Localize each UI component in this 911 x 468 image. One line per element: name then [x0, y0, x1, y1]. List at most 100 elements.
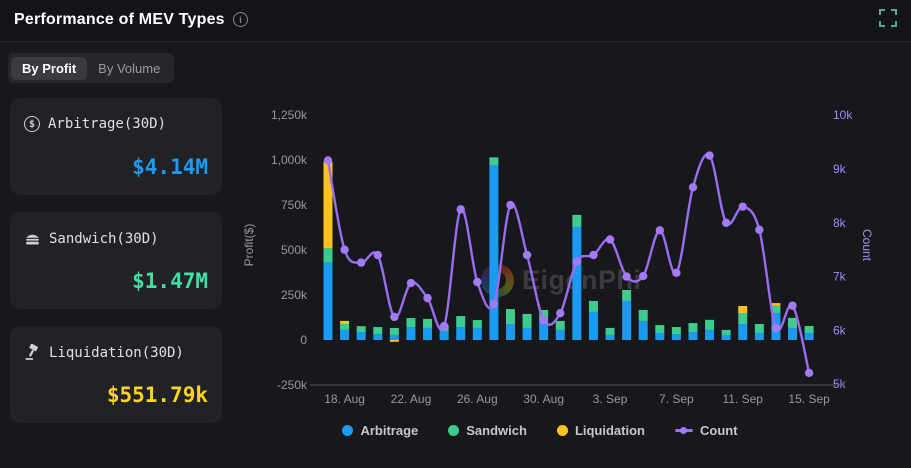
count-point[interactable]: [605, 235, 615, 244]
fullscreen-icon[interactable]: [879, 9, 897, 27]
bar-segment-sandwich[interactable]: [340, 323, 350, 330]
bar-segment-arbitrage[interactable]: [605, 334, 615, 340]
bar-segment-arbitrage[interactable]: [439, 331, 449, 340]
bar-segment-sandwich[interactable]: [771, 305, 781, 313]
count-point[interactable]: [489, 299, 499, 309]
count-point[interactable]: [456, 205, 465, 214]
arbitrage-card[interactable]: $ Arbitrage(30D) $4.14M: [10, 98, 222, 195]
bar-segment-arbitrage[interactable]: [638, 320, 648, 340]
bar-segment-sandwich[interactable]: [572, 214, 582, 227]
bar-segment-sandwich[interactable]: [688, 323, 698, 333]
count-point[interactable]: [771, 324, 781, 333]
count-point[interactable]: [572, 257, 582, 266]
bar-segment-arbitrage[interactable]: [655, 332, 665, 340]
bar-segment-sandwich[interactable]: [638, 309, 648, 321]
liquidation-card[interactable]: Liquidation(30D) $551.79k: [10, 326, 222, 423]
bar-segment-sandwich[interactable]: [489, 157, 499, 166]
bar-segment-sandwich[interactable]: [788, 317, 798, 328]
bar-segment-arbitrage[interactable]: [738, 323, 748, 340]
bar-segment-sandwich[interactable]: [804, 325, 814, 333]
bar-segment-arbitrage[interactable]: [423, 327, 433, 340]
bar-segment-liquidation[interactable]: [340, 320, 350, 324]
bar-segment-sandwich[interactable]: [721, 329, 731, 335]
bar-segment-arbitrage[interactable]: [373, 334, 383, 340]
bar-segment-liquidation[interactable]: [389, 340, 399, 342]
count-point[interactable]: [788, 301, 797, 310]
count-point[interactable]: [705, 151, 714, 160]
bar-segment-sandwich[interactable]: [622, 289, 632, 301]
bar-segment-liquidation[interactable]: [323, 161, 333, 249]
bar-segment-sandwich[interactable]: [406, 318, 416, 328]
legend-item-count[interactable]: Count: [674, 423, 738, 438]
count-point[interactable]: [340, 245, 349, 254]
bar-segment-arbitrage[interactable]: [522, 327, 532, 340]
bar-segment-arbitrage[interactable]: [721, 334, 731, 340]
bar-segment-sandwich[interactable]: [605, 327, 615, 335]
bar-segment-sandwich[interactable]: [539, 309, 549, 321]
bar-segment-sandwich[interactable]: [323, 248, 333, 263]
legend-item-sandwich[interactable]: Sandwich: [448, 423, 527, 438]
bar-segment-arbitrage[interactable]: [572, 226, 582, 340]
bar-segment-sandwich[interactable]: [555, 320, 565, 330]
count-point[interactable]: [423, 293, 432, 303]
bar-segment-arbitrage[interactable]: [754, 332, 764, 340]
count-point[interactable]: [473, 277, 482, 287]
count-point[interactable]: [390, 312, 399, 322]
sandwich-card[interactable]: Sandwich(30D) $1.47M: [10, 212, 222, 309]
count-point[interactable]: [688, 183, 698, 192]
bar-segment-liquidation[interactable]: [771, 303, 781, 306]
count-point[interactable]: [755, 225, 764, 234]
count-point[interactable]: [738, 202, 747, 211]
bar-segment-arbitrage[interactable]: [671, 334, 681, 340]
legend-item-arbitrage[interactable]: Arbitrage: [342, 423, 418, 438]
bar-segment-arbitrage[interactable]: [406, 327, 416, 340]
count-point[interactable]: [804, 368, 814, 378]
bar-segment-arbitrage[interactable]: [323, 262, 333, 340]
bar-segment-sandwich[interactable]: [671, 327, 681, 335]
bar-segment-arbitrage[interactable]: [688, 332, 698, 340]
count-point[interactable]: [589, 250, 598, 260]
count-point[interactable]: [506, 200, 515, 210]
count-point[interactable]: [356, 258, 366, 267]
bar-segment-arbitrage[interactable]: [356, 332, 366, 340]
bar-segment-arbitrage[interactable]: [788, 327, 798, 340]
count-point[interactable]: [323, 156, 333, 165]
bar-segment-arbitrage[interactable]: [456, 327, 466, 340]
bar-segment-sandwich[interactable]: [754, 323, 764, 333]
count-point[interactable]: [406, 278, 416, 288]
bar-segment-sandwich[interactable]: [738, 313, 748, 324]
bar-segment-sandwich[interactable]: [655, 325, 665, 333]
bar-segment-sandwich[interactable]: [472, 320, 482, 328]
bar-segment-sandwich[interactable]: [588, 300, 598, 312]
bar-segment-arbitrage[interactable]: [622, 300, 632, 340]
bar-segment-arbitrage[interactable]: [505, 323, 515, 340]
count-point[interactable]: [672, 268, 681, 278]
bar-segment-sandwich[interactable]: [505, 309, 515, 324]
info-icon[interactable]: i: [233, 12, 248, 27]
bar-segment-arbitrage[interactable]: [340, 329, 350, 340]
count-point[interactable]: [721, 218, 731, 227]
count-point[interactable]: [439, 321, 449, 331]
bar-segment-sandwich[interactable]: [522, 313, 532, 328]
count-point[interactable]: [539, 315, 548, 325]
bar-segment-arbitrage[interactable]: [804, 332, 814, 340]
bar-segment-sandwich[interactable]: [705, 319, 715, 330]
bar-segment-sandwich[interactable]: [423, 318, 433, 328]
count-point[interactable]: [639, 271, 648, 281]
bar-segment-arbitrage[interactable]: [705, 329, 715, 340]
legend-item-liquidation[interactable]: Liquidation: [556, 423, 645, 438]
bar-segment-arbitrage[interactable]: [539, 320, 549, 340]
tab-by-profit[interactable]: By Profit: [11, 56, 88, 80]
tab-by-volume[interactable]: By Volume: [98, 60, 161, 76]
bar-segment-sandwich[interactable]: [356, 326, 366, 333]
bar-segment-arbitrage[interactable]: [389, 334, 399, 340]
bar-segment-sandwich[interactable]: [373, 327, 383, 335]
count-point[interactable]: [373, 250, 382, 260]
bar-segment-arbitrage[interactable]: [555, 329, 565, 340]
bar-segment-arbitrage[interactable]: [489, 165, 499, 340]
count-point[interactable]: [522, 250, 532, 260]
count-point[interactable]: [655, 226, 664, 235]
bar-segment-arbitrage[interactable]: [588, 311, 598, 340]
bar-segment-sandwich[interactable]: [389, 327, 399, 335]
bar-segment-liquidation[interactable]: [738, 305, 748, 313]
